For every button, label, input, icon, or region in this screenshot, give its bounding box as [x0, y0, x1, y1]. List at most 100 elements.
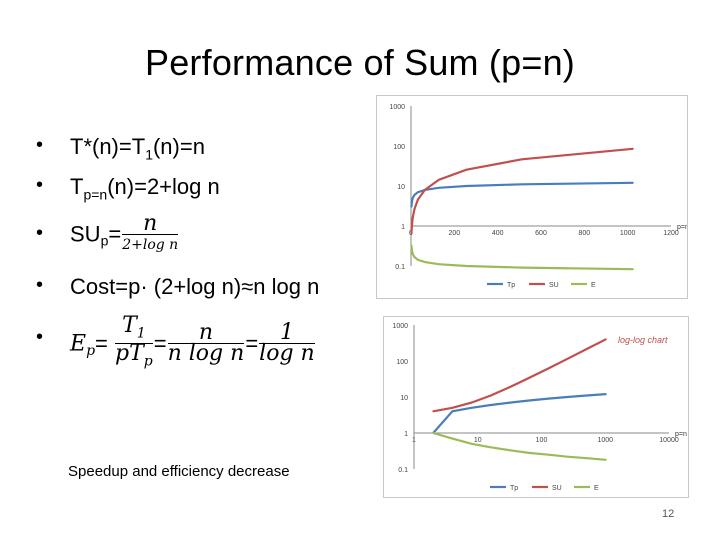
data-point-su	[410, 232, 413, 234]
fraction-denominator: 2+log n	[122, 237, 179, 253]
data-point-su	[465, 168, 468, 171]
data-point-tp	[585, 394, 588, 397]
fraction-numerator: T	[122, 313, 137, 338]
y-tick-label: 1	[404, 431, 408, 438]
efficiency-subscript: p	[86, 343, 96, 360]
data-point-e	[585, 457, 588, 460]
efficiency-fraction-3: 1 log n	[259, 322, 315, 365]
bullet-marker: •	[36, 222, 44, 244]
series-line-su	[410, 147, 634, 234]
data-point-e	[424, 261, 426, 263]
data-point-tp	[417, 191, 419, 194]
data-point-e	[521, 266, 523, 269]
data-point-tp	[528, 399, 530, 402]
bullet-text: (n)=n	[152, 134, 205, 159]
data-point-e	[432, 432, 435, 434]
data-point-e	[465, 265, 468, 267]
data-point-su	[470, 401, 473, 404]
series-line-tp	[432, 393, 606, 434]
chart-title: log-log chart	[618, 335, 668, 345]
x-tick-label: 1200	[663, 230, 679, 237]
legend-label-e: E	[594, 485, 599, 492]
x-tick-label: 100	[536, 437, 548, 444]
bullet-text: Cost=p· (2+log n)≈n log n	[70, 274, 320, 299]
x-tick-label: 10	[474, 437, 482, 444]
data-point-su	[432, 410, 435, 413]
data-point-su	[417, 198, 419, 201]
y-tick-label: 1000	[389, 104, 405, 111]
bullet-subscript: 1	[145, 146, 153, 163]
denominator-subscript: p	[143, 353, 153, 370]
data-point-e	[605, 458, 607, 461]
data-point-e	[547, 453, 550, 456]
fraction-denominator: n log n	[167, 341, 245, 367]
series-line-tp	[410, 181, 633, 208]
data-point-tp	[509, 401, 511, 404]
x-tick-label: 800	[578, 230, 590, 237]
y-tick-label: 0.1	[398, 467, 408, 474]
y-tick-label: 10	[397, 184, 405, 191]
y-tick-label: 100	[396, 359, 408, 366]
equals-sign: =	[108, 221, 122, 247]
fraction-numerator: 1	[259, 322, 315, 345]
legend-label-e: E	[591, 282, 596, 289]
data-point-su	[424, 189, 426, 191]
series-line-e	[410, 245, 633, 271]
data-point-su	[509, 386, 511, 388]
data-point-su	[411, 216, 414, 219]
data-point-e	[413, 256, 416, 258]
y-tick-label: 0.1	[395, 264, 405, 271]
x-axis-label: p=n	[677, 224, 687, 231]
data-point-tp	[632, 181, 634, 184]
bullet-subscript: p	[100, 232, 109, 249]
footnote: Speedup and efficiency decrease	[68, 463, 290, 480]
x-tick-label: 600	[535, 230, 547, 237]
legend-label-tp: Tp	[510, 485, 518, 492]
data-point-tp	[470, 406, 473, 409]
data-point-e	[437, 263, 440, 266]
x-tick-label: 400	[492, 230, 504, 237]
data-point-tp	[410, 206, 413, 208]
bullet-text: T	[70, 174, 84, 199]
data-point-tp	[489, 404, 492, 406]
data-point-e	[411, 249, 413, 252]
loglog-chart-panel: 0.1 1 10 100 1000 1 10 100 1000 10000 p=n log-log c…	[383, 316, 689, 498]
x-tick-label: 10000	[659, 437, 679, 444]
efficiency-symbol: E	[70, 331, 87, 357]
bullet-text: (n)=2+log n	[107, 174, 220, 199]
data-point-su	[451, 406, 454, 409]
data-point-su	[528, 377, 530, 379]
data-point-su	[413, 208, 416, 210]
x-tick-label: 1000	[620, 230, 636, 237]
data-point-tp	[451, 410, 454, 413]
fraction-denominator: pT	[115, 341, 144, 367]
linear-chart-panel: 0.11101001000020040060080010001200p=nTpS…	[376, 95, 689, 299]
data-point-e	[566, 455, 569, 458]
bullet-marker: •	[36, 174, 44, 196]
bullet-marker: •	[36, 326, 44, 348]
series-line-e	[432, 431, 606, 461]
y-tick-label: 1000	[392, 323, 408, 330]
legend-label-su: SU	[552, 485, 562, 492]
data-point-e	[528, 452, 530, 454]
fraction-numerator: n	[167, 322, 245, 345]
equals-sign: =	[245, 330, 259, 356]
data-point-su	[632, 147, 634, 150]
data-point-tp	[465, 185, 468, 187]
data-point-e	[451, 437, 454, 440]
data-point-su	[605, 338, 607, 341]
data-point-su	[547, 367, 550, 370]
y-tick-label: 1	[401, 224, 405, 231]
data-point-e	[632, 268, 634, 271]
bullet-text: SU	[70, 221, 101, 247]
y-tick-label: 10	[400, 395, 408, 402]
series-line-su	[433, 338, 607, 413]
data-point-tp	[437, 186, 440, 189]
x-tick-label: 200	[448, 230, 460, 237]
slide-title: Performance of Sum (p=n)	[145, 42, 575, 83]
data-point-su	[585, 348, 588, 350]
data-point-tp	[566, 396, 569, 398]
legend-label-tp: Tp	[507, 282, 515, 289]
